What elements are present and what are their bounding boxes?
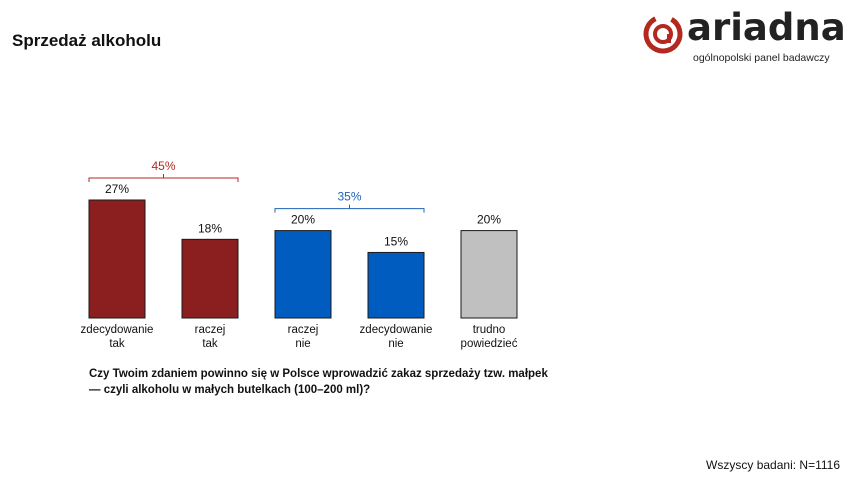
brand-logo: ariadna ogólnopolski panel badawczy [641,6,846,66]
group-total-label: 45% [151,159,175,173]
bar-value-label: 20% [477,213,501,227]
x-tick-label: zdecydowanie [81,324,154,336]
logo-tagline: ogólnopolski panel badawczy [693,52,830,64]
group-bracket [274,204,425,213]
bar-value-label: 27% [105,182,129,196]
x-tick-label: tak [202,338,218,350]
survey-question-line-2: — czyli alkoholu w małych butelkach (100… [89,384,371,396]
x-tick-label: tak [109,338,125,350]
page-title: Sprzedaż alkoholu [12,31,162,50]
x-tick-label: nie [295,338,310,350]
bar [367,251,425,319]
bar [88,199,146,319]
logo-wordmark: ariadna [687,6,846,49]
bar [460,230,518,319]
x-tick-label: powiedzieć [461,338,518,350]
x-tick-label: trudno [473,324,506,336]
x-tick-label: nie [388,338,403,350]
x-tick-label: raczej [195,324,226,336]
bar [181,238,239,319]
x-tick-label: zdecydowanie [360,324,433,336]
bar-value-label: 18% [198,221,222,235]
ariadna-logo-icon [643,14,683,54]
bar-value-label: 15% [384,234,408,248]
group-total-label: 35% [337,190,361,204]
survey-question-line-1: Czy Twoim zdaniem powinno się w Polsce w… [89,368,548,380]
bar-value-label: 20% [291,213,315,227]
bar [274,230,332,319]
x-tick-label: raczej [288,324,319,336]
group-bracket [88,174,239,182]
sample-size-note: Wszyscy badani: N=1116 [706,458,840,472]
survey-question: Czy Twoim zdaniem powinno się w Polsce w… [89,366,548,398]
